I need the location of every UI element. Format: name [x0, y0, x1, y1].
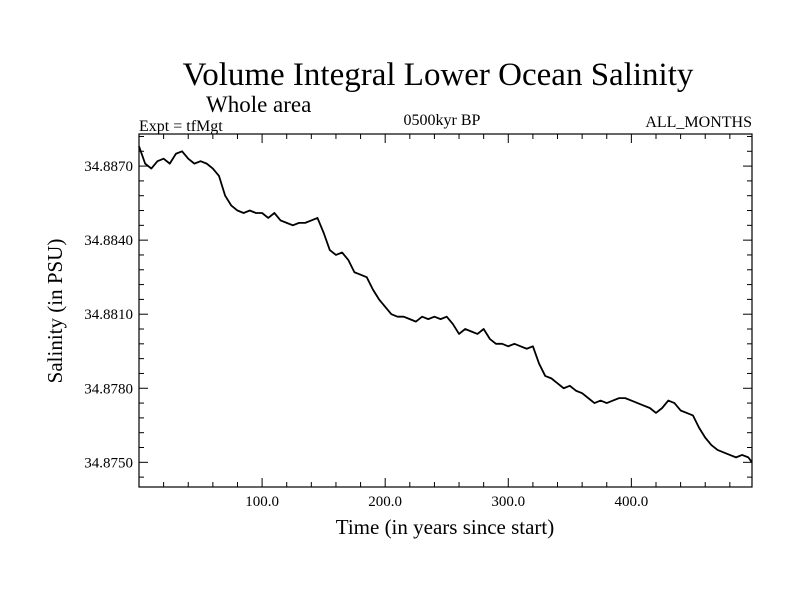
y-tick-label: 34.8870 [84, 159, 133, 175]
y-axis-label: Salinity (in PSU) [43, 239, 67, 384]
x-axis-label: Time (in years since start) [336, 515, 555, 539]
series-layer [138, 146, 753, 463]
chart-title: Volume Integral Lower Ocean Salinity [183, 57, 694, 93]
x-tick-label: 100.0 [245, 494, 279, 510]
y-tick-label: 34.8750 [84, 455, 133, 471]
y-axis: 34.8750 34.8780 34.8810 34.8840 34.8870 [84, 135, 752, 478]
y-tick-label: 34.8780 [84, 381, 133, 397]
x-tick-label: 200.0 [368, 494, 402, 510]
y-tick-label: 34.8840 [84, 233, 133, 249]
x-tick-label: 300.0 [491, 494, 525, 510]
chart-subtitle: Whole area [206, 92, 311, 117]
series-line-1 [138, 146, 753, 463]
period-label: 0500kyr BP [404, 112, 481, 129]
experiment-label: Expt = tfMgt [139, 118, 223, 135]
x-axis: 100.0 200.0 300.0 400.0 [163, 134, 731, 510]
x-tick-label: 400.0 [614, 494, 648, 510]
months-label: ALL_MONTHS [645, 114, 752, 131]
plot-frame [138, 133, 753, 488]
y-tick-label: 34.8810 [84, 307, 133, 323]
